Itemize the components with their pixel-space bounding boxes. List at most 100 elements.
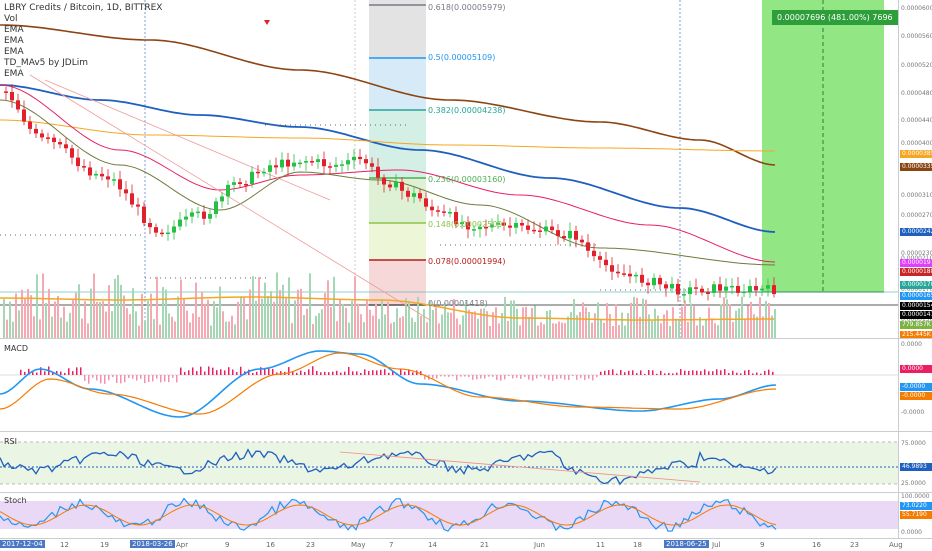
volume-bar xyxy=(327,280,329,338)
candle-body xyxy=(520,222,524,226)
macd-histogram-bar xyxy=(272,368,274,375)
price-chart[interactable] xyxy=(0,0,898,338)
pane-separator[interactable] xyxy=(0,338,932,339)
volume-bar xyxy=(120,284,122,338)
volume-bar xyxy=(63,306,65,338)
rsi-chart[interactable] xyxy=(0,432,898,492)
macd-histogram-bar xyxy=(668,372,670,375)
indicator-ema-2[interactable]: EMA xyxy=(4,36,24,46)
time-label: 16 xyxy=(812,541,821,549)
fib-label-0078: 0.078(0.00001994) xyxy=(428,257,506,266)
rsi-trend-line xyxy=(339,451,701,483)
macd-histogram-bar xyxy=(360,372,362,375)
volume-bar xyxy=(774,309,776,338)
macd-histogram-bar xyxy=(748,369,750,375)
volume-bar xyxy=(246,319,248,338)
candle-body xyxy=(748,286,752,292)
candle-body xyxy=(736,285,740,293)
macd-histogram-bar xyxy=(24,371,26,375)
macd-histogram-bar xyxy=(84,375,86,381)
stoch-pane[interactable]: Stoch xyxy=(0,493,898,538)
candle-body xyxy=(388,184,392,188)
macd-histogram-bar xyxy=(312,366,314,375)
macd-pane[interactable]: MACD xyxy=(0,339,898,431)
candle-body xyxy=(280,159,284,168)
time-axis[interactable]: 2017-12-04 12 19 2018-03-26 Apr 9 16 23 … xyxy=(0,538,932,551)
macd-histogram-bar xyxy=(300,370,302,375)
symbol-title[interactable]: LBRY Credits / Bitcoin, 1D, BITTREX xyxy=(4,3,163,13)
volume-bar xyxy=(378,319,380,338)
stoch-label[interactable]: Stoch xyxy=(4,496,27,505)
indicator-ema-4[interactable]: EMA xyxy=(4,69,24,79)
macd-histogram-bar xyxy=(132,375,134,379)
macd-histogram-bar xyxy=(468,375,470,378)
volume-bar xyxy=(312,324,314,338)
fib-label-05: 0.5(0.00005109) xyxy=(428,53,496,62)
macd-histogram-bar xyxy=(544,375,546,379)
candle-body xyxy=(10,92,14,101)
pane-separator[interactable] xyxy=(0,431,932,432)
volume-bar xyxy=(87,323,89,338)
stoch-chart[interactable] xyxy=(0,493,898,538)
stoch-axis[interactable]: 100.0000 73.0220 55.7190 0.0000 xyxy=(898,493,932,538)
volume-bar xyxy=(48,289,50,338)
measure-tool-label[interactable]: 0.00007696 (481.00%) 7696 xyxy=(772,10,898,25)
macd-label[interactable]: MACD xyxy=(4,344,28,353)
macd-axis[interactable]: 0.0000 -0.0000 0.0000 -0.0000 -0.0000 xyxy=(898,339,932,431)
candle-body xyxy=(490,224,494,228)
macd-histogram-bar xyxy=(316,371,318,375)
macd-histogram-bar xyxy=(472,375,474,380)
indicator-ema-3[interactable]: EMA xyxy=(4,47,24,57)
macd-histogram-bar xyxy=(432,375,434,379)
rsi-axis[interactable]: 75.0000 46.9893 25.0000 xyxy=(898,432,932,492)
volume-bar xyxy=(84,301,86,338)
candle-body xyxy=(646,282,650,286)
volume-bar xyxy=(510,300,512,338)
macd-histogram-bar xyxy=(728,373,730,375)
macd-histogram-bar xyxy=(632,370,634,375)
macd-histogram-bar xyxy=(280,371,282,375)
volume-bar xyxy=(507,320,509,338)
volume-bar xyxy=(474,311,476,338)
volume-bar xyxy=(276,272,278,338)
candle-body xyxy=(106,176,110,180)
candle-body xyxy=(154,227,158,233)
candle-body xyxy=(52,137,56,143)
pane-separator[interactable] xyxy=(0,492,932,493)
macd-histogram-bar xyxy=(344,371,346,375)
volume-bar xyxy=(717,325,719,338)
macd-histogram-bar xyxy=(628,370,630,375)
volume-bar xyxy=(204,303,206,338)
rsi-label[interactable]: RSI xyxy=(4,437,17,446)
indicator-vol[interactable]: Vol xyxy=(4,14,18,24)
candle-body xyxy=(460,222,464,225)
macd-histogram-bar xyxy=(704,369,706,375)
macd-histogram-bar xyxy=(636,373,638,375)
rsi-pane[interactable]: RSI xyxy=(0,432,898,492)
candle-body xyxy=(712,284,716,293)
volume-bar xyxy=(237,301,239,338)
volume-bar xyxy=(477,318,479,338)
time-label: 23 xyxy=(306,541,315,549)
macd-chart[interactable] xyxy=(0,339,898,431)
volume-bar xyxy=(207,299,209,338)
ema-pink-line xyxy=(0,84,776,263)
volume-bar xyxy=(738,308,740,338)
volume-bar xyxy=(498,323,500,338)
volume-ma-line xyxy=(0,296,774,321)
volume-bar xyxy=(54,301,56,338)
indicator-td[interactable]: TD_MAv5 by JDLim xyxy=(4,58,89,68)
volume-bar xyxy=(531,307,533,338)
candle-body xyxy=(94,173,98,176)
macd-histogram-bar xyxy=(644,373,646,375)
volume-bar xyxy=(93,273,95,338)
candle-body xyxy=(40,133,44,138)
volume-bar xyxy=(6,319,8,338)
price-pane[interactable]: LBRY Credits / Bitcoin, 1D, BITTREX Vol … xyxy=(0,0,898,338)
volume-bar xyxy=(210,325,212,338)
volume-bar xyxy=(735,310,737,338)
indicator-ema-1[interactable]: EMA xyxy=(4,25,24,35)
volume-bar xyxy=(492,312,494,338)
macd-histogram-bar xyxy=(592,375,594,381)
